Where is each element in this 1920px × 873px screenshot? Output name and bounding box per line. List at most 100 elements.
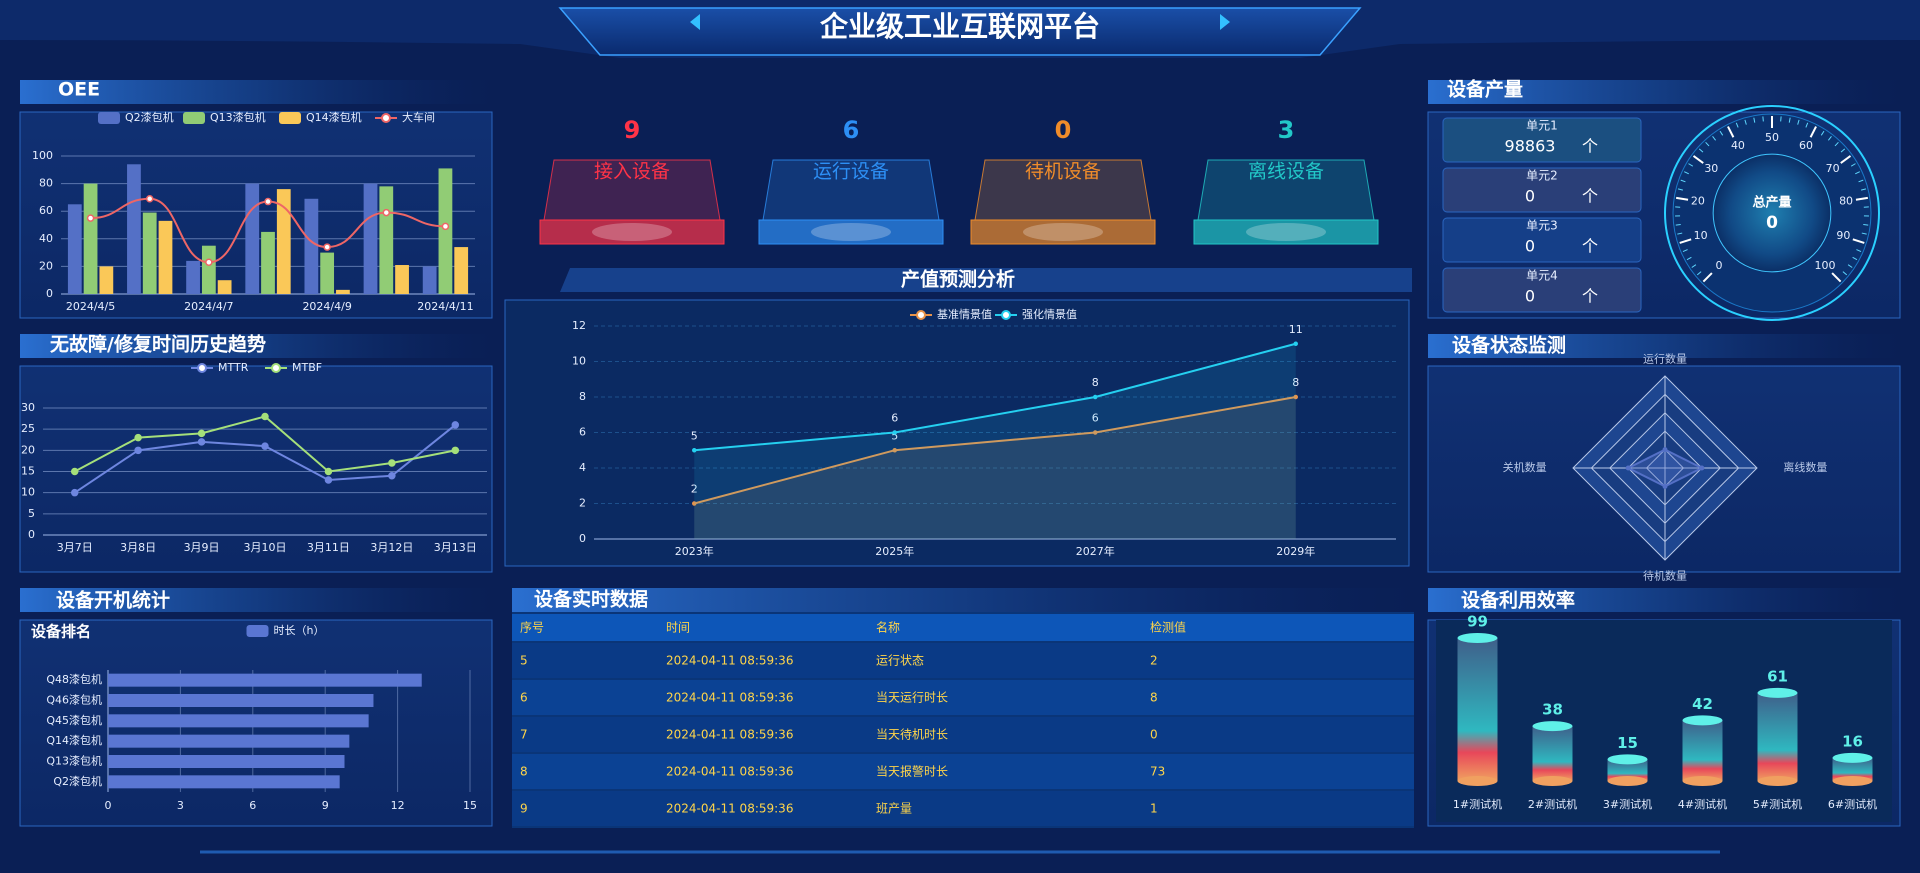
area bbox=[694, 397, 1296, 539]
bar bbox=[379, 186, 394, 294]
point bbox=[1093, 394, 1098, 400]
legend-swatch bbox=[98, 112, 120, 124]
gauge-minor-tick bbox=[1684, 171, 1689, 175]
panel-title: 设备实时数据 bbox=[534, 588, 648, 611]
radar-point bbox=[1662, 447, 1668, 453]
unit-unit: 个 bbox=[1582, 187, 1598, 206]
table-cell: 1 bbox=[1150, 802, 1158, 816]
bar bbox=[1832, 757, 1873, 781]
x-tick-label: 9 bbox=[322, 799, 329, 812]
x-tick-label: 2025年 bbox=[875, 544, 914, 558]
value-label: 8 bbox=[1292, 376, 1299, 389]
kpi-base bbox=[1193, 219, 1379, 245]
gauge-tick-label: 80 bbox=[1839, 194, 1853, 207]
gauge-minor-tick bbox=[1682, 249, 1688, 252]
kpi-glow bbox=[592, 223, 672, 241]
bar bbox=[186, 260, 200, 294]
gauge-label: 总产量 bbox=[1752, 195, 1791, 211]
panel-title: 设备产量 bbox=[1447, 78, 1523, 101]
bar bbox=[217, 280, 232, 294]
legend-label: Q2漆包机 bbox=[125, 110, 174, 124]
legend-label: 大车间 bbox=[402, 110, 435, 124]
kpi-base bbox=[970, 219, 1156, 245]
unit-unit: 个 bbox=[1582, 137, 1598, 156]
value-label: 5 bbox=[691, 429, 698, 442]
bar-top bbox=[1757, 687, 1798, 698]
legend-swatch bbox=[271, 363, 281, 373]
table-cell: 当天待机时长 bbox=[876, 728, 948, 742]
point bbox=[451, 421, 460, 429]
gauge-tick-label: 60 bbox=[1799, 139, 1813, 152]
panel-titlebar bbox=[20, 80, 492, 104]
x-tick-label: 3 bbox=[177, 799, 184, 812]
unit-box bbox=[1442, 167, 1642, 213]
kpi-label: 离线设备 bbox=[1248, 161, 1324, 183]
y-tick-label: Q14漆包机 bbox=[46, 733, 102, 747]
gauge-core bbox=[1712, 153, 1832, 273]
bar bbox=[67, 204, 82, 294]
gauge-minor-tick bbox=[1820, 130, 1825, 136]
kpi-glow bbox=[1023, 223, 1103, 241]
panel-title: 设备状态监测 bbox=[1452, 334, 1566, 357]
bar-top bbox=[1682, 715, 1723, 726]
x-tick-label: 3月9日 bbox=[184, 541, 220, 554]
gauge-minor-tick bbox=[1677, 188, 1684, 191]
gauge-minor-tick bbox=[1840, 148, 1846, 153]
bar bbox=[99, 266, 114, 294]
value-label: 99 bbox=[1467, 613, 1488, 631]
bar bbox=[336, 289, 350, 294]
unit-value: 0 bbox=[1525, 237, 1535, 256]
y-tick-label: 10 bbox=[21, 486, 35, 499]
unit-box bbox=[1442, 217, 1642, 263]
gauge-ring bbox=[1664, 105, 1880, 321]
legend-swatch bbox=[246, 625, 269, 637]
gauge-minor-tick bbox=[1686, 256, 1692, 261]
radar-point bbox=[1662, 483, 1668, 489]
table-cell: 2024-04-11 08:59:36 bbox=[666, 654, 793, 668]
value-label: 61 bbox=[1767, 667, 1788, 685]
table-cell: 当天报警时长 bbox=[876, 764, 948, 779]
gauge-minor-tick bbox=[1696, 271, 1702, 276]
gauge-minor-tick bbox=[1712, 136, 1717, 141]
gauge-tick bbox=[1679, 238, 1692, 244]
point bbox=[261, 442, 269, 450]
x-tick-label: 2024/4/5 bbox=[66, 300, 115, 313]
x-tick-label: 2023年 bbox=[675, 544, 714, 558]
gauge-tick-label: 0 bbox=[1715, 259, 1722, 272]
x-tick-label: 5#测试机 bbox=[1753, 797, 1802, 811]
gauge-tick bbox=[1676, 196, 1689, 201]
gauge-tick bbox=[1809, 126, 1817, 138]
gauge-minor-tick bbox=[1805, 122, 1809, 128]
point bbox=[441, 222, 450, 231]
gauge-tick-label: 70 bbox=[1826, 162, 1840, 175]
y-tick-label: 10 bbox=[572, 355, 586, 368]
gauge-tick-label: 50 bbox=[1765, 131, 1779, 144]
bar-base bbox=[1682, 776, 1723, 786]
table-cell: 9 bbox=[520, 802, 528, 816]
point bbox=[451, 446, 460, 455]
x-tick-label: 3月8日 bbox=[120, 541, 156, 554]
gauge-minor-tick bbox=[1691, 264, 1697, 268]
gauge-minor-tick bbox=[1797, 119, 1800, 125]
bar-top bbox=[1832, 752, 1873, 763]
kpi-value: 9 bbox=[624, 116, 641, 144]
bar bbox=[158, 220, 173, 294]
point bbox=[70, 467, 79, 476]
bar-base bbox=[1457, 776, 1498, 786]
y-tick-label: 80 bbox=[39, 177, 53, 190]
legend-label: MTTR bbox=[218, 361, 249, 374]
table-header bbox=[512, 614, 1414, 641]
panel-titlebar bbox=[20, 588, 492, 612]
point bbox=[145, 195, 154, 203]
x-tick-label: 15 bbox=[463, 799, 477, 812]
table-header-cell: 名称 bbox=[876, 620, 900, 635]
table-cell: 2024-04-11 08:59:36 bbox=[666, 765, 793, 779]
gauge-minor-tick bbox=[1847, 264, 1853, 268]
panel-titlebar bbox=[1428, 334, 1900, 358]
bar bbox=[142, 212, 157, 294]
legend-swatch bbox=[197, 363, 207, 373]
unit-value: 98863 bbox=[1505, 137, 1556, 156]
point bbox=[264, 197, 272, 206]
x-tick-label: 2024/4/7 bbox=[184, 300, 233, 313]
value-label: 2 bbox=[691, 483, 698, 496]
